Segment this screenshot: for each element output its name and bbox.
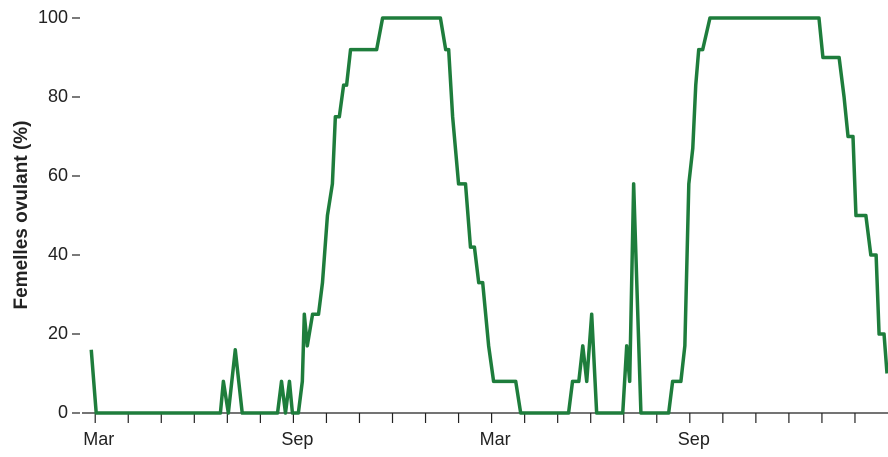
x-tick-label: Sep (678, 429, 710, 449)
data-line (89, 16, 888, 415)
y-tick-label: 100 (38, 7, 68, 27)
y-tick-label: 40 (48, 244, 68, 264)
y-tick-label: 0 (58, 402, 68, 422)
y-tick-label: 20 (48, 323, 68, 343)
y-tick-label: 80 (48, 86, 68, 106)
x-tick-label: Mar (480, 429, 511, 449)
y-axis-label: Femelles ovulant (%) (11, 121, 32, 310)
x-tick-label: Sep (281, 429, 313, 449)
y-tick-label: 60 (48, 165, 68, 185)
x-tick-label: Mar (83, 429, 114, 449)
